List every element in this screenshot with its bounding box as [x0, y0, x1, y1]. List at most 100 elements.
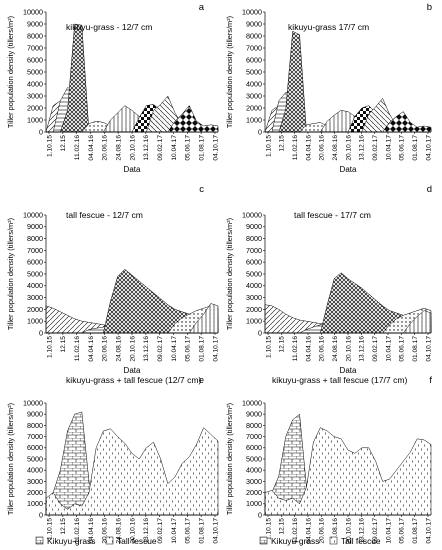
x-tick-label: 24.08.16	[332, 336, 339, 362]
x-tick-label: 12.15	[279, 135, 286, 152]
y-tick-label: 5000	[246, 67, 262, 76]
panel-title: kikuyu-grass 17/7 cm	[288, 22, 369, 32]
x-tick-label: 04.10.17	[212, 518, 219, 544]
y-tick-label: 6000	[246, 258, 262, 267]
y-tick-label: 9000	[246, 410, 262, 419]
y-tick-label: 5000	[246, 454, 262, 463]
x-tick-label: 20.10.16	[345, 135, 352, 161]
x-axis-label: Data	[340, 165, 357, 174]
x-tick-label: 09.02.17	[157, 336, 164, 362]
y-tick-label: 7000	[27, 246, 43, 255]
y-tick-label: 9000	[27, 222, 43, 231]
panel-letter: f	[429, 375, 432, 386]
panel-title: tall fescue - 12/7 cm	[66, 210, 143, 220]
y-tick-label: 8000	[27, 234, 43, 243]
y-tick-label: 3000	[27, 91, 43, 100]
x-tick-label: 04.04.16	[305, 518, 312, 544]
y-tick-label: 4000	[246, 79, 262, 88]
panel-title: kikuyu-grass + tall fescue (12/7 cm)	[66, 375, 202, 385]
x-tick-label: 20.06.16	[102, 518, 109, 544]
legend-label: Tall fescue	[117, 536, 157, 546]
x-tick-label: 01.08.17	[412, 135, 419, 161]
x-tick-label: 11.02.16	[74, 336, 81, 362]
y-tick-label: 8000	[246, 234, 262, 243]
y-tick-label: 6000	[27, 258, 43, 267]
panel-e: 0 1000 2000 3000 4000 5000 6000 7000 8000 9000 100…	[6, 375, 219, 544]
y-tick-label: 5000	[246, 269, 262, 278]
x-tick-label: 11.02.16	[292, 518, 299, 544]
x-tick-label: 01.08.17	[199, 135, 206, 161]
x-tick-label: 05.06.17	[399, 336, 406, 362]
y-tick-label: 6000	[27, 443, 43, 452]
y-tick-label: 9000	[246, 222, 262, 231]
x-tick-label: 04.10.17	[425, 518, 432, 544]
y-tick-label: 2000	[27, 103, 43, 112]
x-tick-label: 04.10.17	[425, 336, 432, 362]
y-tick-label: 3000	[27, 477, 43, 486]
x-tick-label: 09.02.17	[372, 336, 379, 362]
legend-label: Kikuyu-grass	[47, 536, 95, 546]
legend: Kikuyu-grass Tall fescue	[259, 536, 381, 546]
x-tick-label: 04.04.16	[305, 336, 312, 362]
y-tick-label: 8000	[246, 421, 262, 430]
y-tick-label: 0	[258, 510, 262, 519]
legend: Kikuyu-grass Tall fescue	[35, 536, 157, 546]
x-tick-label: 12.15	[60, 336, 67, 353]
area-series-2	[264, 427, 432, 516]
x-tick-label: 13.12.16	[359, 135, 366, 161]
y-axis-label: Tiller population density (tillers/m²)	[225, 403, 234, 515]
panel-b: 0 1000 2000 3000 4000 5000 6000 7000 8000 9000 100…	[225, 2, 432, 174]
x-tick-label: 20.06.16	[319, 518, 326, 544]
x-tick-label: 04.10.17	[212, 135, 219, 161]
panel-d: 0 1000 2000 3000 4000 5000 6000 7000 8000 9000 100…	[225, 184, 432, 375]
x-tick-label: 01.08.17	[199, 336, 206, 362]
x-tick-label: 05.06.17	[185, 518, 192, 544]
y-axis-label: Tiller population density (tillers/m²)	[6, 403, 15, 515]
x-tick-label: 04.04.16	[88, 336, 95, 362]
x-tick-label: 10.04.17	[171, 518, 178, 544]
x-tick-label: 20.06.16	[319, 135, 326, 161]
y-tick-label: 8000	[27, 31, 43, 40]
panel-letter: c	[199, 184, 204, 195]
y-axis-label: Tiller population density (tillers/m²)	[6, 218, 15, 330]
y-tick-label: 3000	[27, 293, 43, 302]
panel-title: kikuyu-grass + tall fescue (17/7 cm)	[272, 375, 408, 385]
panel-title: kikuyu-grass - 12/7 cm	[66, 22, 152, 32]
panel-letter: e	[199, 375, 204, 386]
panel-letter: b	[427, 2, 432, 13]
x-tick-label: 20.06.16	[102, 336, 109, 362]
x-tick-label: 24.08.16	[332, 518, 339, 544]
x-tick-label: 20.10.16	[345, 336, 352, 362]
y-tick-label: 7000	[246, 246, 262, 255]
y-tick-label: 2000	[246, 305, 262, 314]
x-tick-label: 1.10.15	[265, 135, 272, 157]
x-tick-label: 04.04.16	[88, 518, 95, 544]
x-tick-label: 1.10.15	[265, 336, 272, 358]
y-tick-label: 4000	[246, 281, 262, 290]
x-tick-label: 20.06.16	[319, 336, 326, 362]
legend-swatch-2	[329, 536, 338, 545]
x-tick-label: 01.08.17	[412, 518, 419, 544]
y-tick-label: 5000	[27, 269, 43, 278]
x-tick-label: 1.10.15	[46, 135, 53, 157]
x-tick-label: 10.04.17	[171, 336, 178, 362]
y-axis-label: Tiller population density (tillers/m²)	[225, 16, 234, 128]
x-tick-label: 10.04.17	[171, 135, 178, 161]
y-tick-label: 3000	[246, 91, 262, 100]
y-tick-label: 1000	[27, 499, 43, 508]
y-tick-label: 6000	[246, 55, 262, 64]
x-tick-label: 24.08.16	[116, 135, 123, 161]
x-tick-label: 10.04.17	[385, 518, 392, 544]
y-tick-label: 4000	[27, 466, 43, 475]
x-tick-label: 20.10.16	[129, 135, 136, 161]
x-tick-label: 09.02.17	[157, 135, 164, 161]
panel-f: 0 1000 2000 3000 4000 5000 6000 7000 8000 9000 100…	[225, 375, 432, 544]
y-tick-label: 2000	[27, 305, 43, 314]
x-tick-label: 09.02.17	[372, 518, 379, 544]
y-tick-label: 0	[258, 328, 262, 337]
y-tick-label: 1000	[27, 317, 43, 326]
x-tick-label: 20.06.16	[102, 135, 109, 161]
x-tick-label: 1.10.15	[46, 518, 53, 540]
y-tick-label: 1000	[246, 115, 262, 124]
x-tick-label: 13.12.16	[143, 135, 150, 161]
